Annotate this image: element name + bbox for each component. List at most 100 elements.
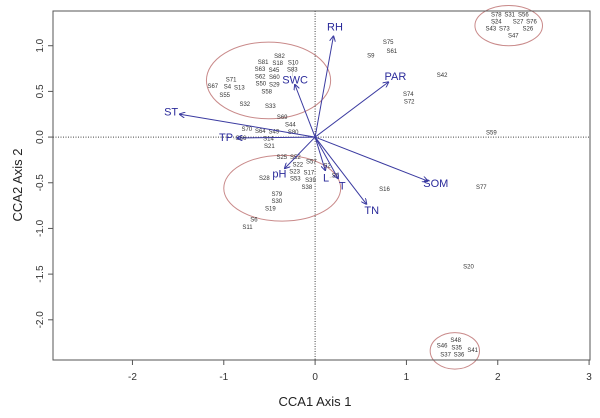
site-label: S2 bbox=[323, 163, 331, 169]
label-leader-line bbox=[527, 18, 532, 23]
site-label: S39 bbox=[305, 178, 316, 184]
x-tick-label: 1 bbox=[404, 372, 410, 383]
site-label: S66 bbox=[236, 136, 247, 142]
y-tick-label: -2.0 bbox=[35, 311, 46, 329]
site-label: S58 bbox=[261, 90, 272, 96]
site-label: S75 bbox=[383, 40, 394, 46]
site-label: S77 bbox=[476, 185, 487, 191]
site-label: S67 bbox=[207, 84, 218, 90]
site-label: S81 bbox=[258, 60, 269, 66]
site-label: S14 bbox=[263, 137, 274, 143]
env-vector-arrow bbox=[180, 114, 316, 138]
site-label: S30 bbox=[271, 199, 282, 205]
env-vector-label: L bbox=[323, 173, 329, 185]
x-tick-label: -2 bbox=[128, 372, 137, 383]
site-label: S76 bbox=[526, 20, 537, 26]
site-label: S70 bbox=[241, 127, 252, 133]
site-label: S55 bbox=[219, 93, 230, 99]
site-label: S13 bbox=[234, 86, 245, 92]
x-tick-label: 0 bbox=[312, 372, 318, 383]
env-vector-label: RH bbox=[327, 22, 343, 34]
site-label: S32 bbox=[239, 102, 250, 108]
site-label: S64 bbox=[255, 129, 266, 135]
site-label: S56 bbox=[518, 13, 529, 19]
site-label: S82 bbox=[274, 54, 285, 60]
x-axis-label: CCA1 Axis 1 bbox=[279, 394, 352, 409]
ellipse-group bbox=[205, 5, 544, 370]
env-vector-arrow bbox=[285, 136, 316, 168]
site-label: S59 bbox=[486, 130, 497, 136]
site-label: S83 bbox=[287, 68, 298, 74]
y-axis-label: CCA2 Axis 2 bbox=[10, 149, 25, 222]
site-label: S31 bbox=[504, 13, 515, 19]
cluster-ellipse bbox=[205, 41, 332, 120]
site-label: S21 bbox=[264, 144, 275, 150]
y-tick-label: 1.0 bbox=[35, 38, 46, 52]
site-label: S4 bbox=[224, 85, 232, 91]
env-vector-arrow bbox=[314, 136, 366, 204]
site-label: S10 bbox=[288, 61, 299, 67]
site-label: S37 bbox=[440, 353, 451, 359]
site-label: S28 bbox=[259, 176, 270, 182]
site-label: S74 bbox=[403, 92, 414, 98]
site-label: S16 bbox=[379, 187, 390, 193]
site-label: S36 bbox=[454, 353, 465, 359]
site-label: S17 bbox=[304, 171, 315, 177]
site-label: S46 bbox=[437, 343, 448, 349]
x-tick-label: 3 bbox=[586, 372, 592, 383]
y-axis: -2.0 -1.5 -1.0 -0.5 0.0 0.5 1.0 bbox=[35, 38, 53, 328]
site-label: S71 bbox=[226, 77, 237, 83]
env-vector-arrow bbox=[237, 137, 316, 138]
site-label: S63 bbox=[255, 67, 266, 73]
site-label: S22 bbox=[292, 162, 303, 168]
env-vectors bbox=[180, 37, 427, 204]
x-axis: -2 -1 0 1 2 3 bbox=[128, 360, 592, 383]
zero-lines bbox=[53, 11, 590, 360]
env-vector-labels: RH PAR SWC ST TP pH LT TN SOM bbox=[164, 22, 448, 217]
env-vector-label: SOM bbox=[423, 178, 448, 190]
y-tick-label: -0.5 bbox=[35, 174, 46, 192]
site-label: S53 bbox=[290, 177, 301, 183]
site-label: S23 bbox=[289, 169, 300, 175]
env-vector-arrow bbox=[314, 82, 388, 138]
site-label: S69 bbox=[277, 115, 288, 121]
site-label: S26 bbox=[523, 27, 534, 33]
site-label: S25 bbox=[276, 155, 287, 161]
label-leader-line bbox=[496, 17, 498, 23]
site-label: S44 bbox=[285, 123, 296, 129]
y-tick-label: 0.5 bbox=[35, 84, 46, 98]
site-label: S38 bbox=[302, 185, 313, 191]
site-label: S45 bbox=[269, 68, 280, 74]
plot-frame bbox=[52, 10, 591, 361]
site-label: S62 bbox=[255, 74, 266, 80]
site-label: S72 bbox=[404, 99, 415, 105]
y-tick-label: 0.0 bbox=[35, 130, 46, 144]
site-label: S29 bbox=[269, 82, 280, 88]
cluster-ellipse bbox=[474, 5, 544, 47]
env-vector-label: SWC bbox=[282, 74, 308, 86]
site-label: S19 bbox=[265, 207, 276, 213]
env-vector-label: PAR bbox=[384, 71, 406, 83]
y-tick-label: -1.5 bbox=[35, 265, 46, 283]
env-vector-arrow bbox=[314, 136, 427, 181]
site-label: S20 bbox=[463, 265, 474, 271]
site-label: S9 bbox=[367, 54, 375, 60]
x-tick-label: 2 bbox=[495, 372, 501, 383]
site-label: S41 bbox=[467, 348, 478, 354]
env-vector-label: T bbox=[339, 180, 346, 192]
label-leaders bbox=[232, 17, 532, 178]
cluster-ellipse bbox=[223, 154, 342, 222]
cluster-ellipse bbox=[429, 332, 480, 370]
site-label: S79 bbox=[271, 192, 282, 198]
env-vector-label: TN bbox=[364, 205, 379, 217]
site-label: S18 bbox=[272, 61, 283, 67]
site-label: S24 bbox=[491, 20, 502, 26]
env-vector-arrow bbox=[314, 136, 325, 170]
y-tick-label: -1.0 bbox=[35, 219, 46, 237]
site-label: S49 bbox=[269, 129, 280, 135]
x-tick-label: -1 bbox=[219, 372, 228, 383]
site-label: S35 bbox=[451, 346, 462, 352]
env-vector-label: TP bbox=[219, 132, 233, 144]
site-label: S6 bbox=[250, 218, 258, 224]
